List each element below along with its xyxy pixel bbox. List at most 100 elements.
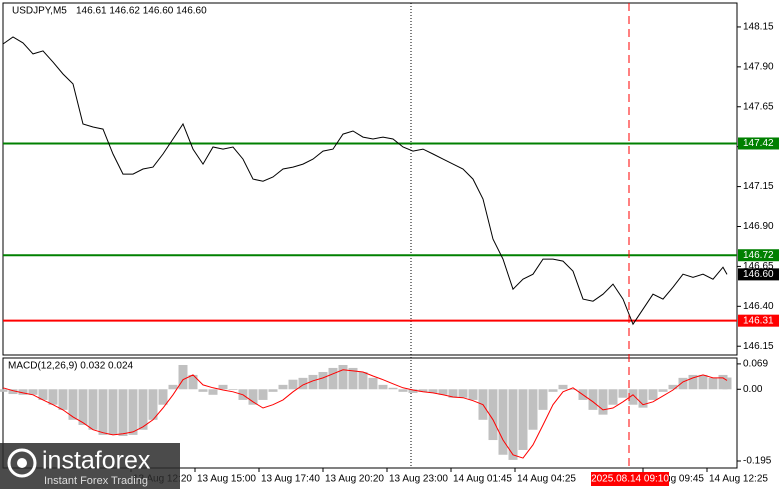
x-tick-label: 14 Aug 12:25 [709, 474, 768, 485]
macd-bar [118, 389, 128, 436]
macd-bar [338, 364, 348, 390]
macd-bar [498, 389, 508, 455]
y-tick-label: 0.00 [743, 384, 763, 395]
macd-title: MACD(12,26,9) 0.032 0.024 [8, 361, 134, 372]
level-label-box [738, 249, 779, 262]
x-tick-label: 13 Aug 23:00 [389, 474, 448, 485]
cursor-label-box [591, 472, 669, 486]
price-label: 146.60 [743, 269, 774, 280]
x-tick-label: 14 Aug 01:45 [453, 474, 512, 485]
macd-bar [558, 384, 568, 390]
macd-bar [378, 384, 388, 390]
macd-bar [458, 389, 468, 398]
macd-bar [28, 389, 38, 395]
macd-bar [698, 374, 708, 390]
watermark-logo [7, 448, 37, 478]
watermark-brand: instaforex [42, 447, 151, 475]
macd-bar [278, 384, 288, 390]
macd-bar [308, 374, 318, 390]
y-tick-label: 147.15 [743, 181, 774, 192]
macd-bar [208, 389, 218, 395]
macd-bar [258, 389, 268, 400]
macd-bar [0, 389, 8, 392]
macd-bar [228, 389, 238, 391]
macd-bar [398, 389, 408, 392]
x-tick-label: 13 Aug 20:20 [325, 474, 384, 485]
macd-bar [638, 389, 648, 408]
macd-bar [98, 389, 108, 435]
watermark-box [0, 443, 180, 489]
y-tick-label: 146.15 [743, 341, 774, 352]
price-line [2, 36, 728, 326]
ohlc-values: 146.61 146.62 146.60 146.60 [76, 6, 207, 17]
macd-bar [408, 389, 418, 393]
macd-bar [148, 389, 158, 420]
macd-bar [218, 384, 228, 390]
macd-bar [328, 367, 338, 390]
macd-bar [438, 389, 448, 395]
macd-bar [508, 389, 518, 460]
watermark: instaforex Instant Forex Trading [0, 443, 180, 489]
macd-bar [138, 389, 148, 430]
macd-bar [168, 384, 178, 390]
level-label: 146.72 [743, 250, 774, 261]
macd-bar [518, 389, 528, 450]
macd-bar [78, 389, 88, 425]
macd-bar [268, 389, 278, 392]
macd-bar [178, 364, 188, 390]
macd-bar [38, 389, 48, 400]
macd-bar [128, 389, 138, 435]
macd-bar [608, 389, 618, 405]
level-label-box [738, 137, 779, 150]
macd-bar [448, 389, 458, 398]
macd-bar [588, 389, 598, 410]
macd-bar [358, 371, 368, 390]
macd-bar [8, 389, 18, 395]
macd-bar [628, 389, 638, 405]
macd-bar [648, 389, 658, 400]
macd-bar [198, 389, 208, 392]
macd-bar [548, 389, 558, 392]
macd-bar [708, 377, 718, 390]
y-tick-label: 146.90 [743, 221, 774, 232]
level-label: 146.31 [743, 315, 774, 326]
price-label-box [738, 268, 779, 281]
signal-line [2, 369, 728, 459]
macd-bar [488, 389, 498, 441]
macd-bar [318, 371, 328, 390]
y-tick-label: 148.15 [743, 22, 774, 33]
y-tick-label: -0.195 [743, 456, 772, 467]
macd-panel [2, 357, 738, 469]
macd-bar [688, 374, 698, 390]
macd-bar [598, 389, 608, 415]
macd-bar [248, 389, 258, 405]
macd-bar [528, 389, 538, 430]
macd-bar [18, 389, 28, 395]
y-tick-label: 147.90 [743, 61, 774, 72]
macd-bar [158, 389, 168, 405]
watermark-logo-dot [17, 458, 27, 468]
cursor-label: 2025.08.14 09:10 [591, 474, 669, 485]
y-tick-label: 0.069 [743, 359, 768, 370]
x-tick-label: 14 Aug 09:45 [645, 474, 704, 485]
macd-bar [538, 389, 548, 410]
macd-bar [388, 387, 398, 390]
watermark-tagline: Instant Forex Trading [44, 475, 148, 487]
macd-bar [58, 389, 68, 410]
macd-bar [678, 377, 688, 390]
macd-bar [348, 367, 358, 390]
macd-bar [108, 389, 118, 435]
macd-bar [88, 389, 98, 430]
main-panel [2, 2, 738, 356]
macd-bar [188, 374, 198, 390]
x-tick-label: 13 Aug 17:40 [261, 474, 320, 485]
y-tick-label: 146.40 [743, 301, 774, 312]
y-tick-label: 146.65 [743, 261, 774, 272]
macd-bar [568, 389, 578, 391]
macd-bar [428, 389, 438, 393]
macd-bar [418, 389, 428, 392]
macd-bar [618, 389, 628, 398]
macd-bar [722, 377, 732, 390]
